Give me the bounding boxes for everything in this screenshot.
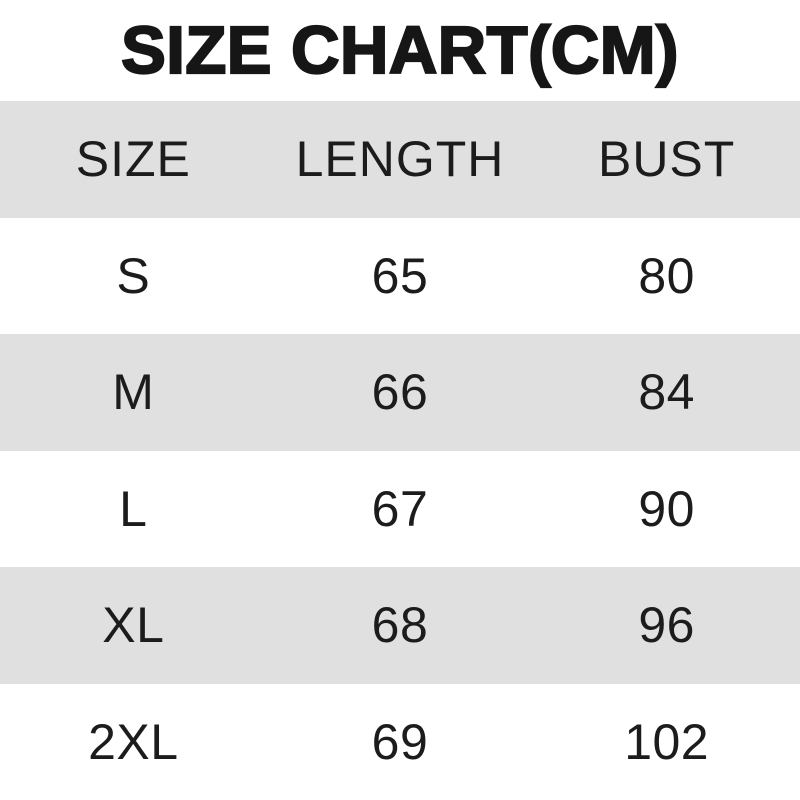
bust-cell: 84 xyxy=(638,364,695,421)
length-cell: 66 xyxy=(371,364,429,421)
length-cell: 69 xyxy=(371,713,429,770)
length-cell: 67 xyxy=(371,480,429,537)
bust-cell: 80 xyxy=(638,247,695,304)
table-row-2xl: 2XL 69 102 xyxy=(0,684,800,800)
table-row-s: S 65 80 xyxy=(0,218,800,335)
table-header-row: SIZE LENGTH BUST xyxy=(0,101,800,218)
bust-cell: 96 xyxy=(638,597,695,654)
size-cell: M xyxy=(112,364,155,421)
page-title: SIZE CHART(CM) xyxy=(120,12,680,89)
length-cell: 68 xyxy=(371,597,429,654)
bust-cell: 102 xyxy=(624,713,710,770)
column-header-length: LENGTH xyxy=(295,131,505,188)
size-cell: S xyxy=(116,247,151,304)
table-row-l: L 67 90 xyxy=(0,451,800,568)
column-header-bust: BUST xyxy=(597,131,736,188)
table-row-m: M 66 84 xyxy=(0,334,800,451)
bust-cell: 90 xyxy=(638,480,695,537)
size-table: SIZE LENGTH BUST S 65 80 M 66 84 L 67 90… xyxy=(0,101,800,800)
size-cell: XL xyxy=(102,597,165,654)
length-cell: 65 xyxy=(371,247,429,304)
size-cell: 2XL xyxy=(88,713,179,770)
size-cell: L xyxy=(119,480,148,537)
column-header-size: SIZE xyxy=(75,131,191,188)
table-row-xl: XL 68 96 xyxy=(0,567,800,684)
